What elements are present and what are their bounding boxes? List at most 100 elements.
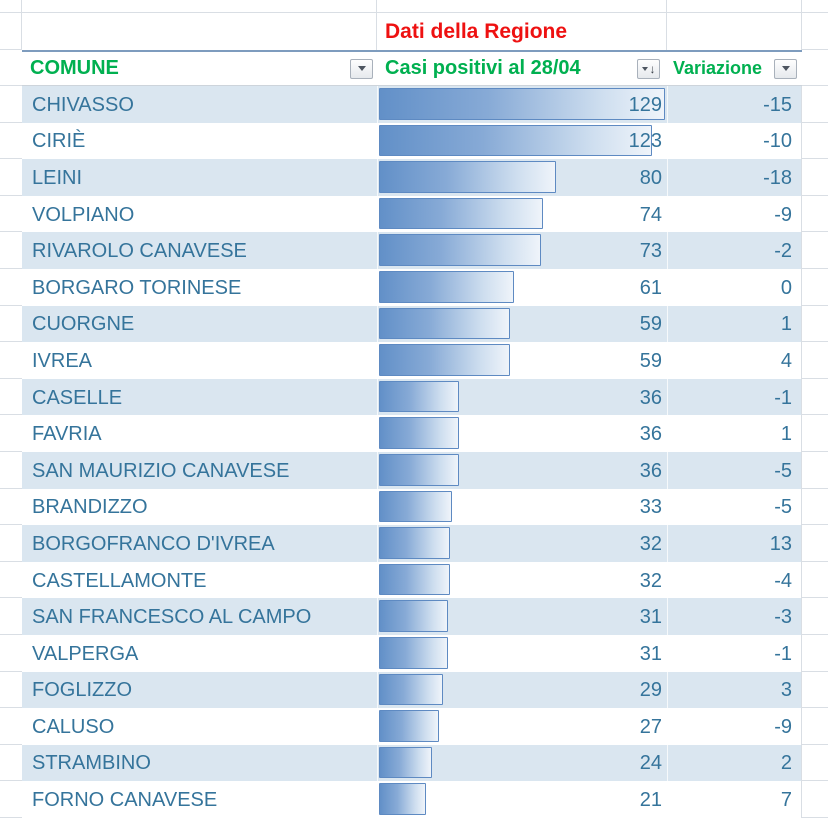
grid-cell[interactable] <box>22 13 377 50</box>
grid-cell[interactable] <box>0 13 22 50</box>
casi-cell[interactable]: 31 <box>377 598 667 635</box>
comune-cell[interactable]: CIRIÈ <box>22 123 377 160</box>
casi-cell[interactable]: 31 <box>377 634 667 672</box>
variazione-cell[interactable]: -5 <box>667 488 802 526</box>
row-margin-right <box>802 489 828 526</box>
region-title-cell[interactable]: Dati della Regione <box>377 13 667 50</box>
data-bar <box>379 490 453 523</box>
row-margin-right <box>802 635 828 672</box>
comune-cell[interactable]: CUORGNE <box>22 305 377 343</box>
comune-cell[interactable]: VOLPIANO <box>22 196 377 233</box>
table-row: SAN FRANCESCO AL CAMPO 31 -3 <box>0 598 828 635</box>
variazione-cell[interactable]: -18 <box>667 159 802 196</box>
variazione-cell[interactable]: 4 <box>667 342 802 379</box>
column-header-variazione[interactable]: Variazione <box>667 50 802 86</box>
comune-name: CASELLE <box>32 386 123 409</box>
casi-cell[interactable]: 36 <box>377 415 667 452</box>
column-header-comune[interactable]: COMUNE <box>22 50 377 86</box>
comune-cell[interactable]: FOGLIZZO <box>22 671 377 709</box>
data-bar <box>379 197 544 230</box>
casi-cell[interactable]: 59 <box>377 342 667 379</box>
casi-value: 32 <box>639 569 662 592</box>
comune-cell[interactable]: BORGOFRANCO D'IVREA <box>22 525 377 562</box>
comune-cell[interactable]: BORGARO TORINESE <box>22 269 377 306</box>
grid-cell[interactable] <box>377 0 667 13</box>
casi-cell[interactable]: 59 <box>377 305 667 343</box>
casi-sort-filter-button[interactable]: ↓ <box>637 58 660 79</box>
grid-cell[interactable] <box>667 13 802 50</box>
casi-cell[interactable]: 123 <box>377 122 667 160</box>
comune-cell[interactable]: CASELLE <box>22 378 377 416</box>
comune-cell[interactable]: BRANDIZZO <box>22 489 377 526</box>
variazione-cell[interactable]: -4 <box>667 561 802 599</box>
comune-filter-button[interactable] <box>350 58 373 79</box>
casi-cell[interactable]: 74 <box>377 195 667 233</box>
variazione-cell[interactable]: 3 <box>667 671 802 709</box>
comune-cell[interactable]: IVREA <box>22 342 377 379</box>
comune-cell[interactable]: FORNO CANAVESE <box>22 781 377 818</box>
table-row: CHIVASSO 129 -15 <box>0 86 828 123</box>
column-header-casi-positivi[interactable]: Casi positivi al 28/04 ↓ <box>377 50 667 86</box>
casi-cell[interactable]: 61 <box>377 268 667 306</box>
comune-cell[interactable]: FAVRIA <box>22 415 377 452</box>
row-margin-right <box>802 123 828 160</box>
variazione-cell[interactable]: -9 <box>667 195 802 233</box>
comune-cell[interactable]: RIVAROLO CANAVESE <box>22 232 377 269</box>
casi-value: 32 <box>639 532 662 555</box>
variazione-cell[interactable]: -5 <box>667 451 802 489</box>
comune-cell[interactable]: LEINI <box>22 159 377 196</box>
grid-cell[interactable] <box>22 0 377 13</box>
variazione-cell[interactable]: -3 <box>667 598 802 635</box>
comune-name: SAN FRANCESCO AL CAMPO <box>32 606 312 629</box>
grid-cell[interactable] <box>802 0 828 13</box>
casi-cell[interactable]: 32 <box>377 525 667 562</box>
variazione-value: -2 <box>774 240 792 263</box>
casi-cell[interactable]: 73 <box>377 232 667 269</box>
row-margin-left <box>0 489 22 526</box>
variazione-cell[interactable]: 13 <box>667 525 802 562</box>
variazione-filter-button[interactable] <box>774 58 797 79</box>
region-data-title: Dati della Regione <box>385 19 568 43</box>
filter-dropdown-icon <box>781 66 790 71</box>
comune-cell[interactable]: VALPERGA <box>22 635 377 672</box>
variazione-cell[interactable]: -10 <box>667 122 802 160</box>
row-margin-right <box>802 562 828 599</box>
comune-cell[interactable]: STRAMBINO <box>22 744 377 782</box>
casi-cell[interactable]: 24 <box>377 744 667 782</box>
casi-value: 31 <box>639 642 662 665</box>
table-body: CHIVASSO 129 -15 CIRIÈ 123 -10 LEINI 80 -18 VOLPI… <box>0 86 828 818</box>
casi-cell[interactable]: 21 <box>377 781 667 818</box>
casi-cell[interactable]: 80 <box>377 159 667 196</box>
casi-cell[interactable]: 32 <box>377 561 667 599</box>
variazione-cell[interactable]: -1 <box>667 634 802 672</box>
comune-cell[interactable]: SAN FRANCESCO AL CAMPO <box>22 598 377 635</box>
casi-cell[interactable]: 36 <box>377 378 667 416</box>
grid-cell[interactable] <box>802 13 828 50</box>
variazione-cell[interactable]: -15 <box>667 86 802 123</box>
data-bar <box>379 234 541 266</box>
comune-cell[interactable]: SAN MAURIZIO CANAVESE <box>22 451 377 489</box>
table-row: BRANDIZZO 33 -5 <box>0 488 828 526</box>
grid-cell[interactable] <box>667 0 802 13</box>
casi-cell[interactable]: 27 <box>377 708 667 745</box>
comune-name: VOLPIANO <box>32 203 135 226</box>
comune-cell[interactable]: CHIVASSO <box>22 86 377 123</box>
variazione-cell[interactable]: -2 <box>667 232 802 269</box>
casi-cell[interactable]: 29 <box>377 671 667 709</box>
variazione-cell[interactable]: -1 <box>667 378 802 416</box>
variazione-cell[interactable]: 1 <box>667 305 802 343</box>
variazione-cell[interactable]: -9 <box>667 708 802 745</box>
casi-cell[interactable]: 36 <box>377 451 667 489</box>
comune-cell[interactable]: CASTELLAMONTE <box>22 562 377 599</box>
variazione-cell[interactable]: 2 <box>667 744 802 782</box>
grid-cell[interactable] <box>0 0 22 13</box>
variazione-cell[interactable]: 1 <box>667 415 802 452</box>
data-bar <box>379 88 666 120</box>
variazione-cell[interactable]: 0 <box>667 268 802 306</box>
variazione-value: 1 <box>780 313 792 336</box>
casi-cell[interactable]: 129 <box>377 86 667 123</box>
row-margin-left <box>0 306 22 343</box>
comune-cell[interactable]: CALUSO <box>22 708 377 745</box>
casi-cell[interactable]: 33 <box>377 488 667 526</box>
variazione-cell[interactable]: 7 <box>667 781 802 818</box>
